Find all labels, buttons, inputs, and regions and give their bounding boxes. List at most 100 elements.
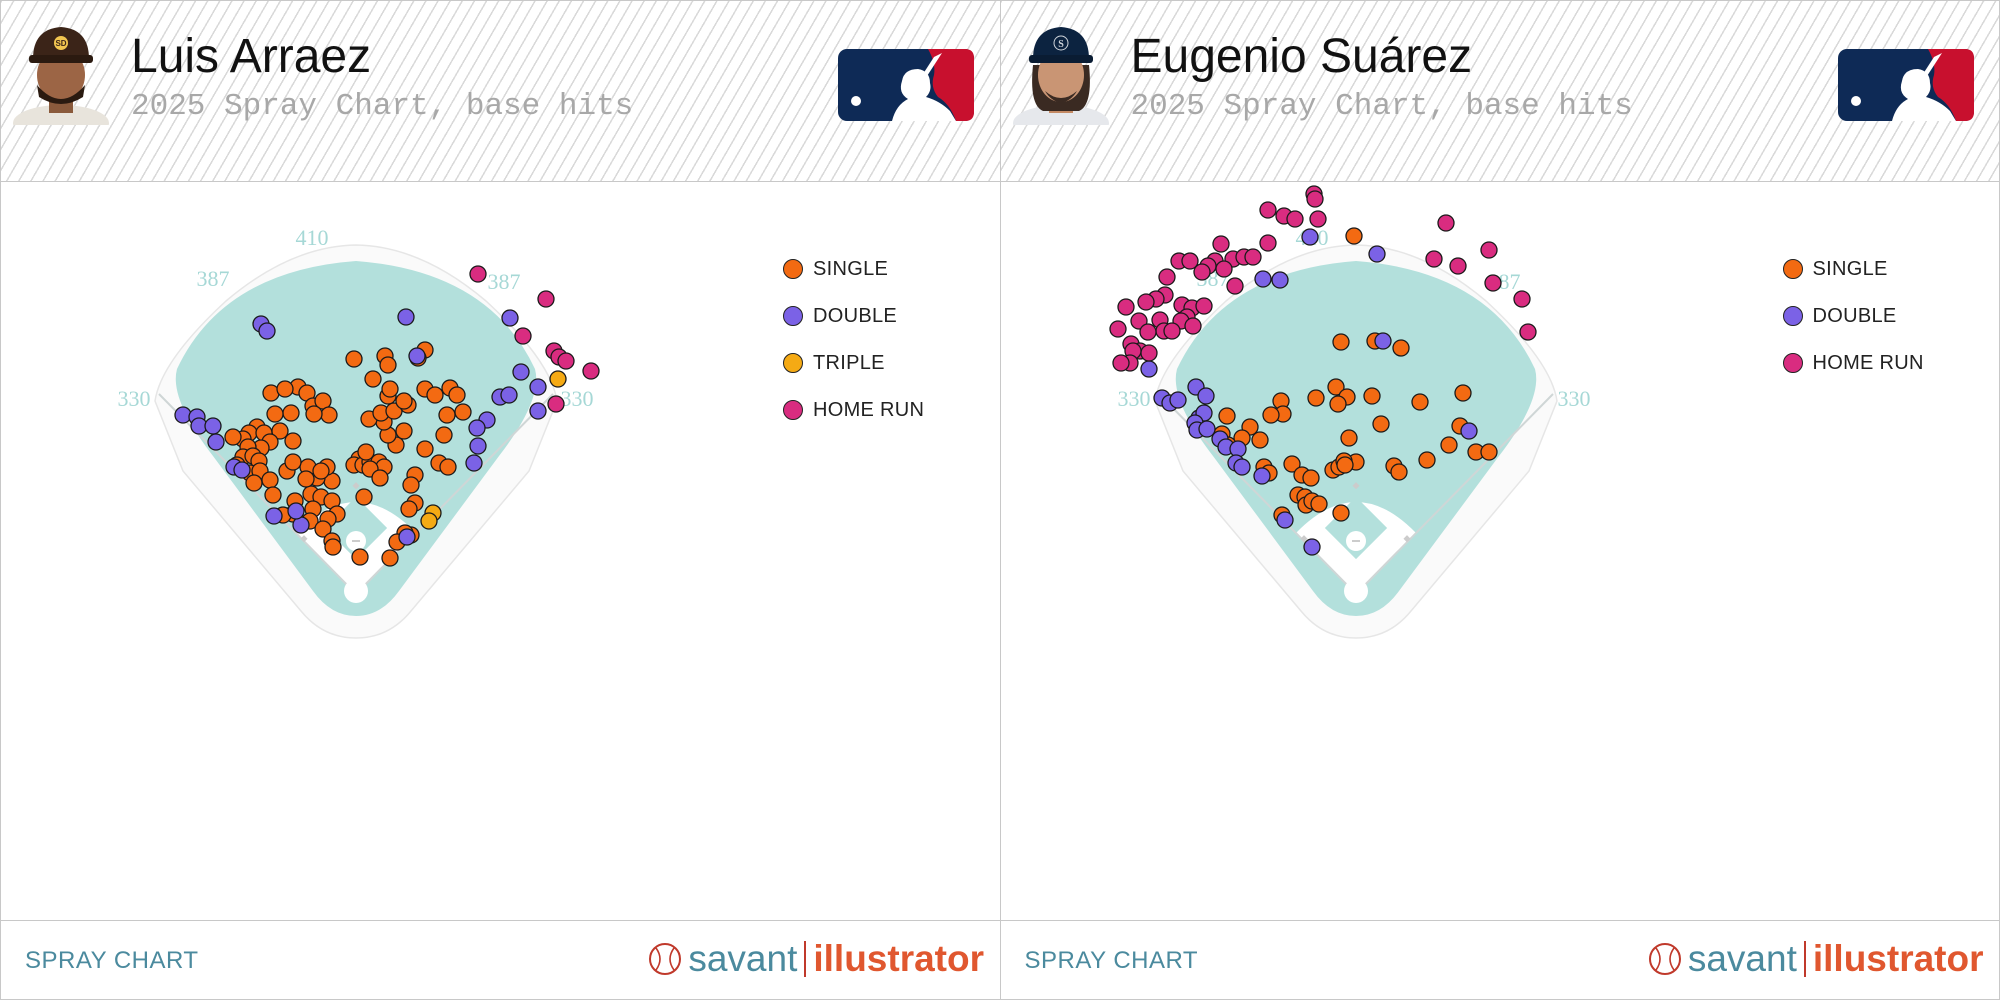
panel-header: SD Luis Arraez 2025 Spray Chart, base hi… [1, 1, 1000, 182]
double-point [500, 386, 518, 404]
double-point [501, 309, 519, 327]
single-point [364, 370, 382, 388]
home-run-point [1258, 201, 1277, 219]
double-point [512, 363, 530, 381]
single-point [314, 520, 332, 538]
single-point [1410, 393, 1429, 411]
footer-spray-chart-label: SPRAY CHART [25, 947, 199, 974]
home-run-point [1180, 252, 1199, 270]
home-run-point [1138, 323, 1157, 341]
legend-label-double: DOUBLE [1812, 304, 1897, 327]
single-point [1417, 451, 1436, 469]
spray-chart: 330 387 410 387 330 [118, 225, 600, 639]
double-point [287, 502, 305, 520]
triple-point [549, 370, 567, 388]
single-point [438, 406, 456, 424]
home-run-point [1512, 290, 1531, 308]
single-point [345, 350, 363, 368]
single-point [1335, 456, 1354, 474]
field-grass [175, 261, 537, 616]
single-point [271, 422, 289, 440]
home-run-point [1111, 354, 1130, 372]
single-point [1301, 469, 1320, 487]
single-point [395, 392, 413, 410]
home-run-point [1308, 210, 1327, 228]
distance-right-center: 387 [488, 269, 521, 294]
single-point [402, 476, 420, 494]
hit-points [1108, 185, 1537, 556]
single-point [448, 386, 466, 404]
single-point [1309, 495, 1328, 513]
mlb-logo-icon [1837, 49, 1974, 121]
distance-right: 330 [1557, 386, 1590, 411]
brand-separator [1803, 941, 1806, 977]
single-point [1328, 395, 1347, 413]
brand-savant: savant [1687, 938, 1797, 979]
single-point [1339, 429, 1358, 447]
single-point [305, 405, 323, 423]
single-point [439, 458, 457, 476]
legend-dot-single [783, 259, 803, 279]
single-point [324, 538, 342, 556]
legend-item-triple: TRIPLE [783, 348, 885, 378]
home-run-point [1183, 317, 1202, 335]
distance-left: 330 [1117, 386, 1150, 411]
spray-chart-panel-arraez: SD Luis Arraez 2025 Spray Chart, base hi… [0, 0, 1001, 1000]
single-point [1217, 407, 1236, 425]
pitchers-rubber [1351, 540, 1360, 542]
chart-subtitle: 2025 Spray Chart, base hits [131, 89, 634, 124]
home-run-point [1483, 274, 1502, 292]
double-point [469, 437, 487, 455]
legend-dot-double [783, 306, 803, 326]
legend-dot-single [1782, 259, 1803, 279]
double-point [1302, 538, 1321, 556]
padres-cap-icon: SD [13, 27, 109, 125]
single-point [266, 405, 284, 423]
home-run-point [1192, 263, 1211, 281]
single-point [1261, 406, 1280, 424]
double-point [1196, 387, 1215, 405]
single-point [1282, 455, 1301, 473]
distance-left-center: 387 [197, 266, 230, 291]
baseball-icon [1648, 943, 1681, 975]
single-point [400, 500, 418, 518]
legend-label-single: SINGLE [813, 257, 889, 280]
legend-item-double: DOUBLE [1782, 301, 1897, 331]
single-point [297, 470, 315, 488]
svg-text:S: S [1058, 39, 1064, 50]
brand-separator [804, 941, 807, 977]
home-run-point [1258, 234, 1277, 252]
double-point [529, 402, 547, 420]
single-point [426, 386, 444, 404]
savant-illustrator-logo: savant illustrator [1648, 937, 1984, 981]
single-point [284, 432, 302, 450]
single-point [357, 443, 375, 461]
legend-item-single: SINGLE [783, 254, 888, 284]
single-point [282, 404, 300, 422]
legend-label-home-run: HOME RUN [1812, 351, 1924, 374]
double-point [1197, 420, 1216, 438]
single-point [371, 469, 389, 487]
right-foul-line [1354, 393, 1554, 595]
double-point [204, 417, 222, 435]
home-run-point [537, 290, 555, 308]
double-point [1253, 270, 1272, 288]
home-run-point [1479, 241, 1498, 259]
legend-item-double: DOUBLE [783, 301, 897, 331]
home-run-point [1243, 248, 1262, 266]
home-plate-circle [344, 579, 368, 603]
legend-item-single: SINGLE [1782, 254, 1888, 284]
brand-illustrator: illustrator [813, 938, 984, 979]
single-point [284, 453, 302, 471]
svg-text:SD: SD [55, 39, 66, 48]
home-run-point [1136, 293, 1155, 311]
third-base [300, 535, 308, 543]
home-run-point [514, 327, 532, 345]
triple-point [420, 512, 438, 530]
legend-label-triple: TRIPLE [813, 351, 885, 374]
single-point [1371, 415, 1390, 433]
double-point [1459, 422, 1478, 440]
home-run-point [1436, 214, 1455, 232]
panel-footer: SPRAY CHART savant illustrator [1000, 920, 2000, 999]
single-point [1331, 504, 1350, 522]
